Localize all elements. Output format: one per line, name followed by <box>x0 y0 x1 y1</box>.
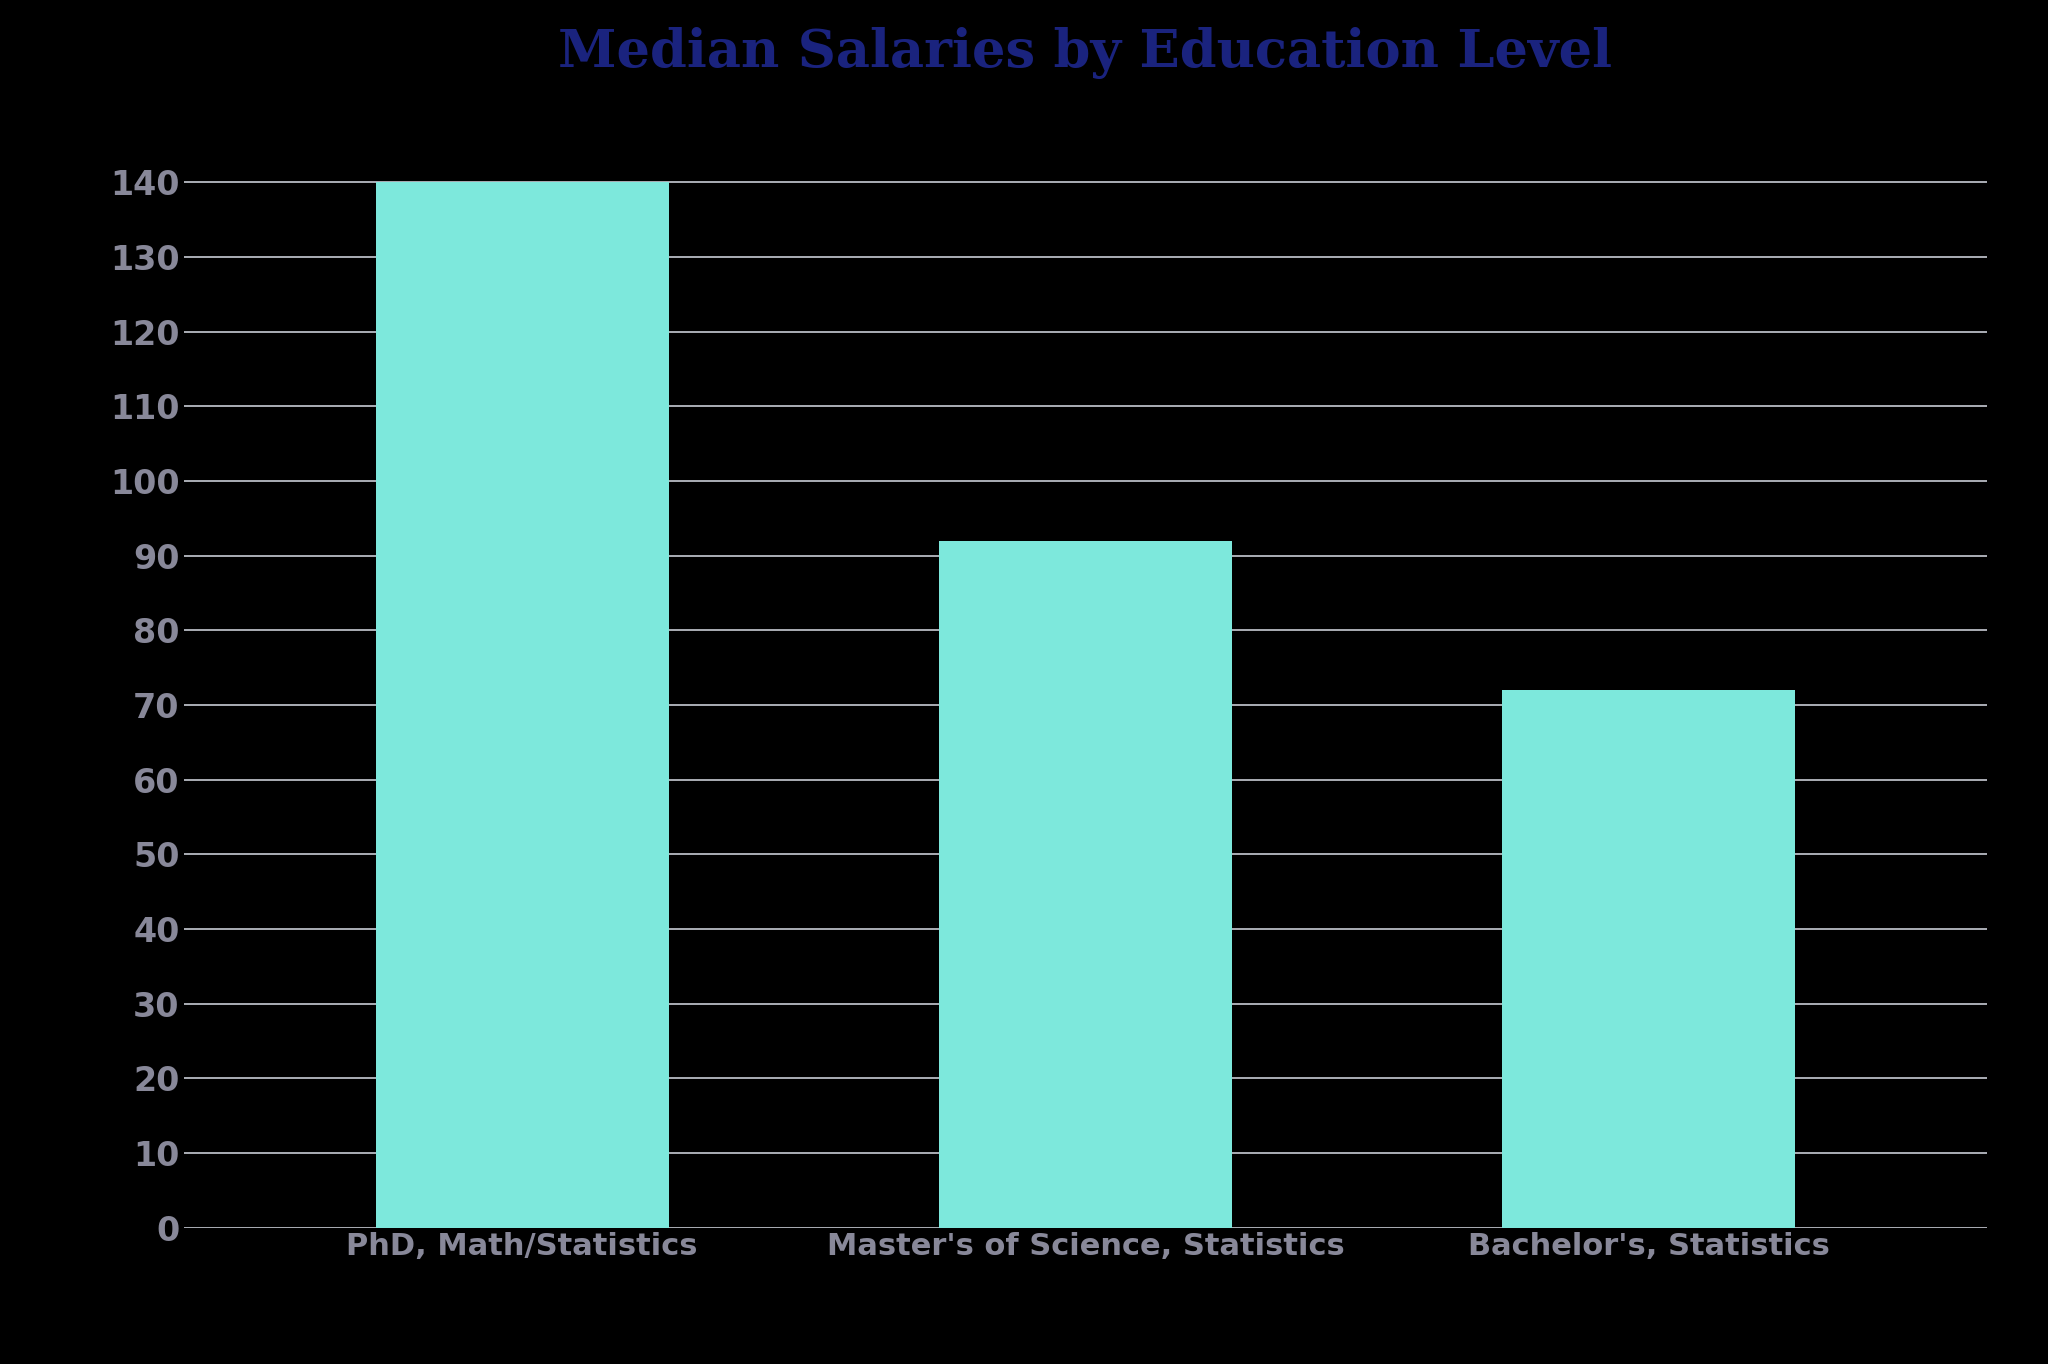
Bar <box>938 540 1233 1228</box>
Bar <box>377 183 668 1228</box>
Bar <box>1503 690 1794 1228</box>
Title: Median Salaries by Education Level: Median Salaries by Education Level <box>559 27 1612 79</box>
